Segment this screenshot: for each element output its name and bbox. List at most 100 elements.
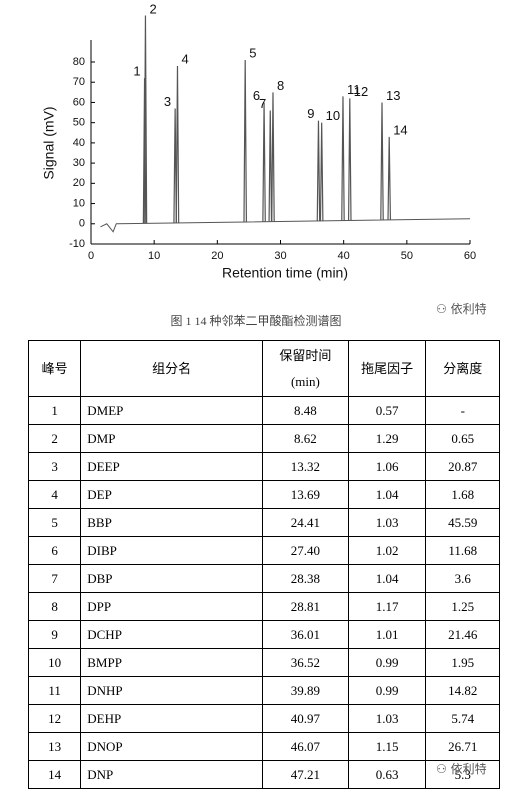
table-row: 12 DEHP 40.97 1.03 5.74 bbox=[27, 704, 500, 733]
table-cell: 拖尾因子 bbox=[347, 340, 427, 397]
table-cell: 21.46 bbox=[425, 620, 500, 649]
table-cell: 0.57 bbox=[347, 396, 427, 425]
header-row: 峰号 组分名 保留时间 (min) 拖尾因子 分离度 bbox=[27, 340, 500, 397]
x-axis-label: Retention time (min) bbox=[222, 265, 348, 281]
table-row: 4 DEP 13.69 1.04 1.68 bbox=[27, 480, 500, 509]
header-line: 保留时间 bbox=[279, 347, 332, 363]
table-cell: DMEP bbox=[80, 396, 264, 425]
table-cell: 1.01 bbox=[347, 620, 427, 649]
peak bbox=[175, 66, 180, 223]
table-cell: 分离度 bbox=[425, 340, 500, 397]
x-tick-label: 20 bbox=[211, 250, 223, 262]
watermark: ⚇ 依利特 bbox=[436, 762, 487, 776]
table-cell: 1.68 bbox=[425, 480, 500, 509]
table-cell: 27.40 bbox=[262, 536, 349, 565]
peak bbox=[387, 136, 392, 220]
peak-label: 13 bbox=[386, 88, 400, 103]
table-cell: 13.69 bbox=[262, 480, 349, 509]
table-cell: 11 bbox=[27, 676, 82, 705]
x-tick-label: 40 bbox=[338, 250, 350, 262]
table-cell: 9 bbox=[27, 620, 82, 649]
y-tick-label: 80 bbox=[73, 56, 85, 68]
watermark-text: 依利特 bbox=[450, 302, 487, 316]
table-cell: 40.97 bbox=[262, 704, 349, 733]
table-cell: BBP bbox=[80, 508, 264, 537]
peak bbox=[268, 110, 273, 222]
y-tick-label: 20 bbox=[73, 177, 85, 189]
peak-label: 11 bbox=[347, 82, 361, 97]
y-tick-label: 70 bbox=[73, 76, 85, 88]
table-cell: 46.07 bbox=[262, 732, 349, 761]
y-tick-label: 30 bbox=[73, 157, 85, 169]
table-cell: DMP bbox=[80, 424, 264, 453]
table-row: 5 BBP 24.41 1.03 45.59 bbox=[27, 508, 500, 537]
peak bbox=[316, 120, 321, 221]
table-cell: 1.15 bbox=[347, 732, 427, 761]
y-tick-label: 0 bbox=[79, 218, 85, 230]
table-cell: 0.63 bbox=[347, 760, 427, 789]
table-cell: 保留时间 (min) bbox=[262, 340, 349, 397]
table-cell: DPP bbox=[80, 592, 264, 621]
x-tick-label: 30 bbox=[274, 250, 286, 262]
table-cell: 14.82 bbox=[425, 676, 500, 705]
table-cell: DCHP bbox=[80, 620, 264, 649]
table-cell: 13 bbox=[27, 732, 82, 761]
peak bbox=[271, 92, 275, 222]
peak bbox=[243, 59, 247, 222]
table-cell: 峰号 bbox=[27, 340, 82, 397]
table-cell: 1.17 bbox=[347, 592, 427, 621]
y-tick-label: 10 bbox=[73, 197, 85, 209]
table-cell: BMPP bbox=[80, 648, 264, 677]
table-cell: 8.48 bbox=[262, 396, 349, 425]
table-cell: 0.99 bbox=[347, 676, 427, 705]
table-cell: 5.3 bbox=[425, 760, 500, 789]
table-cell: 28.81 bbox=[262, 592, 349, 621]
peak-label: 1 bbox=[133, 64, 140, 79]
x-tick-label: 60 bbox=[464, 250, 476, 262]
x-tick-label: 10 bbox=[148, 250, 160, 262]
peak bbox=[347, 98, 352, 221]
table-cell: 组分名 bbox=[80, 340, 264, 397]
table-cell: 26.71 bbox=[425, 732, 500, 761]
table-row: 13 DNOP 46.07 1.15 26.71 bbox=[27, 732, 500, 761]
y-tick-label: 50 bbox=[73, 117, 85, 129]
table-cell: 1.03 bbox=[347, 508, 427, 537]
x-tick-label: 0 bbox=[88, 250, 94, 262]
table-row: 10 BMPP 36.52 0.99 1.95 bbox=[27, 648, 500, 677]
table-cell: 3 bbox=[27, 452, 82, 481]
table-cell: 13.32 bbox=[262, 452, 349, 481]
table-cell: DEP bbox=[80, 480, 264, 509]
peak-label: 8 bbox=[277, 78, 284, 93]
table-cell: 0.99 bbox=[347, 648, 427, 677]
table-cell: DNP bbox=[80, 760, 264, 789]
y-axis-label: Signal (mV) bbox=[41, 106, 57, 179]
peak-label: 6 bbox=[253, 88, 260, 103]
chart: Retention time (min) Signal (mV) 0 10 20 30… bbox=[41, 1, 476, 281]
peak bbox=[173, 108, 177, 223]
peak-label: 5 bbox=[249, 45, 256, 60]
caption: 图 1 14 种邻苯二甲酸酯检测谱图 bbox=[170, 314, 342, 328]
table-cell: 20.87 bbox=[425, 452, 500, 481]
table-cell: 1.06 bbox=[347, 452, 427, 481]
table-row: 1 DMEP 8.48 0.57- bbox=[27, 396, 500, 425]
table-row: 6 DIBP 27.40 1.02 11.68 bbox=[27, 536, 500, 565]
table-cell: 1.95 bbox=[425, 648, 500, 677]
table-row: 11 DNHP 39.89 0.99 14.82 bbox=[27, 676, 500, 705]
table-cell: 45.59 bbox=[425, 508, 500, 537]
watermark: ⚇ 依利特 bbox=[436, 302, 487, 316]
peak bbox=[143, 15, 148, 224]
table-cell: 8 bbox=[27, 592, 82, 621]
table-cell: 2 bbox=[27, 424, 82, 453]
table-cell: 1.02 bbox=[347, 536, 427, 565]
table-cell: 39.89 bbox=[262, 676, 349, 705]
table-row: 2 DMP 8.62 1.29 0.65 bbox=[27, 424, 500, 453]
table-cell: DEHP bbox=[80, 704, 264, 733]
peak bbox=[380, 102, 384, 220]
x-tick-label: 50 bbox=[401, 250, 413, 262]
table-row: 9 DCHP 36.01 1.01 21.46 bbox=[27, 620, 500, 649]
table-cell: 24.41 bbox=[262, 508, 349, 537]
peak-label: 14 bbox=[393, 122, 407, 137]
peak-label: 3 bbox=[164, 94, 171, 109]
peak bbox=[262, 102, 266, 222]
